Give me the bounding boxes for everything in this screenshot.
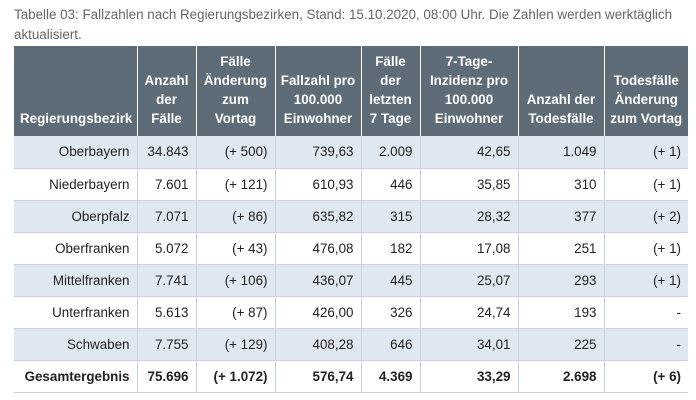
cell-cases: 5.613 bbox=[136, 296, 196, 329]
cell-deaths-change: (+ 1) bbox=[603, 136, 688, 169]
cell-rate: 610,93 bbox=[274, 168, 361, 201]
cell-region: Mittelfranken bbox=[14, 264, 137, 297]
cell-7day-cases: 326 bbox=[360, 296, 420, 329]
cell-rate: 576,74 bbox=[274, 360, 361, 393]
header-7-tage-inzidenz: 7-Tage-Inzidenz pro 100.000 Einwohner bbox=[419, 46, 518, 136]
table-row: Oberpfalz 7.071 (+ 86) 635,82 315 28,32 … bbox=[14, 200, 688, 233]
header-todesfaelle-aenderung: Todesfälle Änderung zum Vortag bbox=[603, 46, 688, 136]
cell-cases: 7.755 bbox=[136, 328, 196, 361]
cell-cases-change: (+ 1.072) bbox=[195, 360, 275, 393]
cell-incidence: 34,01 bbox=[419, 328, 518, 361]
cell-deaths-change: (+ 1) bbox=[603, 168, 688, 201]
cell-deaths: 2.698 bbox=[517, 360, 604, 393]
cell-rate: 635,82 bbox=[274, 200, 361, 233]
table-row: Oberfranken 5.072 (+ 43) 476,08 182 17,0… bbox=[14, 232, 688, 265]
cell-rate: 426,00 bbox=[274, 296, 361, 329]
cell-cases: 7.741 bbox=[136, 264, 196, 297]
cell-incidence: 28,32 bbox=[419, 200, 518, 233]
cell-7day-cases: 4.369 bbox=[360, 360, 420, 393]
header-anzahl-todesfaelle: Anzahl der Todesfälle bbox=[517, 46, 604, 136]
table-row: Oberbayern 34.843 (+ 500) 739,63 2.009 4… bbox=[14, 136, 688, 169]
cell-deaths: 225 bbox=[517, 328, 604, 361]
cell-deaths-change: (+ 2) bbox=[603, 200, 688, 233]
cell-cases: 7.601 bbox=[136, 168, 196, 201]
total-row: Gesamtergebnis 75.696 (+ 1.072) 576,74 4… bbox=[14, 360, 688, 393]
cell-incidence: 35,85 bbox=[419, 168, 518, 201]
cell-deaths: 193 bbox=[517, 296, 604, 329]
cell-7day-cases: 646 bbox=[360, 328, 420, 361]
cell-deaths-change: (+ 1) bbox=[603, 264, 688, 297]
cell-7day-cases: 445 bbox=[360, 264, 420, 297]
table-caption: Tabelle 03: Fallzahlen nach Regierungsbe… bbox=[14, 7, 673, 42]
cell-region: Oberfranken bbox=[14, 232, 137, 265]
cell-7day-cases: 182 bbox=[360, 232, 420, 265]
cell-region: Schwaben bbox=[14, 328, 137, 361]
header-fallzahl-pro-100000: Fallzahl pro 100.000 Einwohner bbox=[274, 46, 361, 136]
table-row: Niederbayern 7.601 (+ 121) 610,93 446 35… bbox=[14, 168, 688, 201]
cell-cases-change: (+ 87) bbox=[195, 296, 275, 329]
cell-deaths: 377 bbox=[517, 200, 604, 233]
cell-rate: 476,08 bbox=[274, 232, 361, 265]
cell-region: Oberpfalz bbox=[14, 200, 137, 233]
cell-incidence: 17,08 bbox=[419, 232, 518, 265]
header-regierungsbezirk: Regierungsbezirk bbox=[14, 46, 137, 136]
cell-region: Oberbayern bbox=[14, 136, 137, 169]
cell-cases: 7.071 bbox=[136, 200, 196, 233]
cell-incidence: 33,29 bbox=[419, 360, 518, 393]
cell-rate: 739,63 bbox=[274, 136, 361, 169]
cell-region: Gesamtergebnis bbox=[14, 360, 137, 393]
cell-region: Niederbayern bbox=[14, 168, 137, 201]
table-header-row: Regierungsbezirk Anzahl der Fälle Fälle … bbox=[14, 46, 688, 136]
cell-cases-change: (+ 43) bbox=[195, 232, 275, 265]
table-row: Schwaben 7.755 (+ 129) 408,28 646 34,01 … bbox=[14, 328, 688, 361]
cell-deaths-change: (+ 6) bbox=[603, 360, 688, 393]
cell-deaths: 293 bbox=[517, 264, 604, 297]
header-faelle-aenderung: Fälle Änderung zum Vortag bbox=[195, 46, 275, 136]
cell-cases-change: (+ 106) bbox=[195, 264, 275, 297]
cell-deaths-change: - bbox=[603, 296, 688, 329]
cell-cases-change: (+ 121) bbox=[195, 168, 275, 201]
cell-rate: 436,07 bbox=[274, 264, 361, 297]
cell-deaths: 310 bbox=[517, 168, 604, 201]
table-row: Mittelfranken 7.741 (+ 106) 436,07 445 2… bbox=[14, 264, 688, 297]
cell-incidence: 24,74 bbox=[419, 296, 518, 329]
cell-7day-cases: 446 bbox=[360, 168, 420, 201]
cell-incidence: 42,65 bbox=[419, 136, 518, 169]
cell-cases-change: (+ 129) bbox=[195, 328, 275, 361]
table-row: Unterfranken 5.613 (+ 87) 426,00 326 24,… bbox=[14, 296, 688, 329]
cell-incidence: 25,07 bbox=[419, 264, 518, 297]
cases-table: Regierungsbezirk Anzahl der Fälle Fälle … bbox=[14, 46, 688, 393]
header-anzahl-faelle: Anzahl der Fälle bbox=[136, 46, 196, 136]
cell-deaths: 251 bbox=[517, 232, 604, 265]
cell-deaths-change: - bbox=[603, 328, 688, 361]
cell-region: Unterfranken bbox=[14, 296, 137, 329]
cell-7day-cases: 315 bbox=[360, 200, 420, 233]
cell-rate: 408,28 bbox=[274, 328, 361, 361]
cell-7day-cases: 2.009 bbox=[360, 136, 420, 169]
cell-cases: 34.843 bbox=[136, 136, 196, 169]
cell-deaths: 1.049 bbox=[517, 136, 604, 169]
cell-cases: 5.072 bbox=[136, 232, 196, 265]
cell-cases-change: (+ 86) bbox=[195, 200, 275, 233]
cell-deaths-change: (+ 1) bbox=[603, 232, 688, 265]
header-faelle-7-tage: Fälle der letzten 7 Tage bbox=[360, 46, 420, 136]
cell-cases: 75.696 bbox=[136, 360, 196, 393]
cell-cases-change: (+ 500) bbox=[195, 136, 275, 169]
